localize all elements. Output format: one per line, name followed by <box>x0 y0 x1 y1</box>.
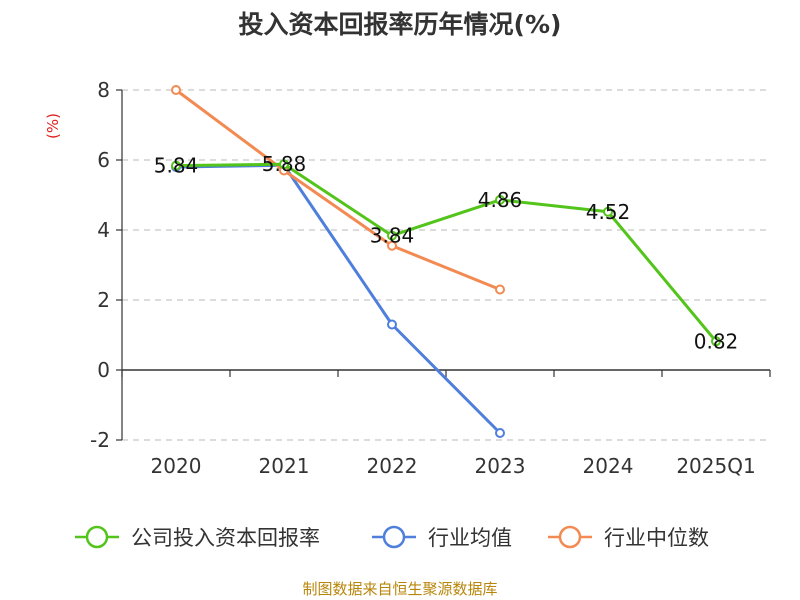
data-label-1: 5.88 <box>262 152 307 176</box>
x-tick-label: 2025Q1 <box>676 454 755 478</box>
y-tick-label: 6 <box>97 148 110 172</box>
data-label-2: 3.84 <box>370 224 415 248</box>
data-point-s0-5 <box>711 336 721 347</box>
series-line-0 <box>175 162 718 343</box>
legend-label-0: 公司投入资本回报率 <box>131 526 320 550</box>
y-axis-unit-label: (%) <box>44 113 62 139</box>
y-tick-label: 8 <box>97 78 110 102</box>
data-point-s2-2 <box>387 240 397 251</box>
legend: 公司投入资本回报率 行业均值 行业中位数 <box>75 525 709 550</box>
axes: -2 0 2 4 6 8 2020 2021 2022 2023 2024 2025Q1 <box>90 78 771 478</box>
legend-marker-0 <box>85 525 109 549</box>
x-tick-label: 2024 <box>583 454 634 478</box>
gridlines <box>122 89 770 441</box>
data-label-3: 4.86 <box>478 188 523 212</box>
data-labels: 5.84 5.88 3.84 4.86 4.52 0.82 <box>154 152 739 353</box>
y-tick-label: -2 <box>90 428 110 452</box>
legend-marker-2 <box>558 525 582 549</box>
data-point-s2-0 <box>171 85 181 95</box>
x-tick-label: 2022 <box>367 454 418 478</box>
series-line-1 <box>175 163 502 435</box>
legend-label-2: 行业中位数 <box>604 526 709 550</box>
data-point-s1-3 <box>495 428 505 438</box>
y-tick-label: 2 <box>97 288 110 312</box>
legend-label-1: 行业均值 <box>428 526 512 550</box>
data-label-0: 5.84 <box>154 154 199 178</box>
data-label-5: 0.82 <box>694 329 739 353</box>
x-tick-label: 2021 <box>259 454 310 478</box>
data-point-s0-4 <box>603 206 613 217</box>
data-point-s0-3 <box>495 194 505 205</box>
legend-marker-1 <box>382 525 406 549</box>
series-line-2 <box>175 88 501 291</box>
data-point-s1-2 <box>387 319 397 330</box>
data-point-s2-3 <box>495 284 505 295</box>
data-point-s0-1 <box>279 159 289 170</box>
data-point-s0-2 <box>387 230 397 241</box>
series-group <box>171 85 721 438</box>
x-tick-label: 2020 <box>151 454 202 478</box>
x-tick-label: 2023 <box>475 454 526 478</box>
data-point-s0-0 <box>171 160 181 171</box>
source-note: 制图数据来自恒生聚源数据库 <box>302 580 497 598</box>
y-tick-label: 0 <box>97 358 110 382</box>
data-label-4: 4.52 <box>586 200 631 224</box>
y-tick-label: 4 <box>97 218 110 242</box>
chart-title: 投入资本回报率历年情况(%) <box>239 10 562 39</box>
